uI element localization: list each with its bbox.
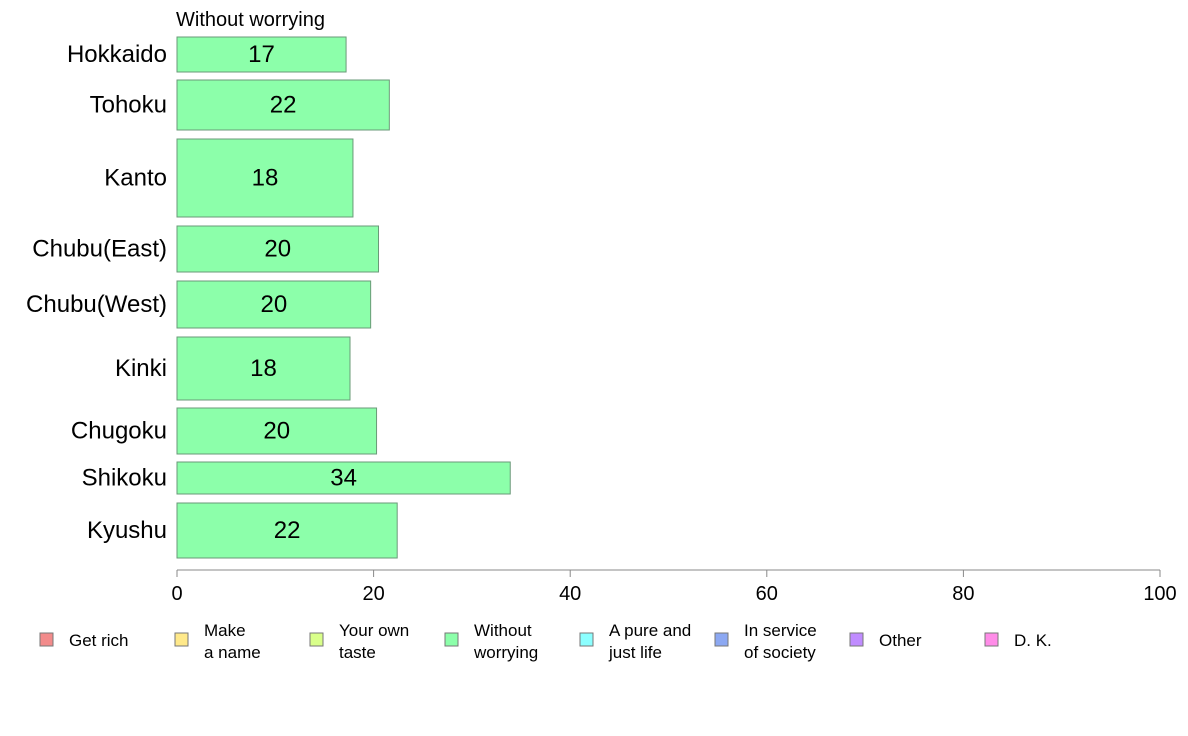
category-label-tohoku: Tohoku — [90, 92, 167, 119]
legend-label-make-a-name: Make a name — [204, 621, 261, 662]
data-label-chugoku: 20 — [263, 418, 290, 445]
legend-swatch-get-rich — [39, 632, 54, 647]
data-label-kyushu: 22 — [274, 517, 301, 544]
legend-swatch-make-a-name — [174, 632, 189, 647]
legend-label-line: just life — [608, 643, 662, 662]
x-axis: 0 20 40 60 80 100 — [171, 569, 1177, 605]
legend-label-d-k: D. K. — [1014, 631, 1052, 650]
x-tick-label-0: 0 — [171, 583, 182, 605]
legend: Get rich Make a name Your own taste Without wo… — [39, 621, 1052, 662]
legend-label-line: of society — [744, 643, 816, 662]
bar-hokkaido — [176, 36, 347, 73]
x-tick-label-60: 60 — [756, 583, 778, 605]
bar-tohoku — [176, 79, 390, 131]
legend-label-line: taste — [339, 643, 376, 662]
x-tick-label-80: 80 — [952, 583, 974, 605]
legend-label-other: Other — [879, 631, 922, 650]
category-label-chubu-east: Chubu(East) — [32, 236, 167, 263]
legend-label-line: worrying — [473, 643, 538, 662]
legend-swatch-your-own-taste — [309, 632, 324, 647]
legend-label-line: Without — [474, 621, 532, 640]
category-label-kyushu: Kyushu — [87, 517, 167, 544]
legend-swatch-in-service-of-society — [714, 632, 729, 647]
data-label-kinki: 18 — [250, 355, 277, 382]
legend-swatch-d-k — [984, 632, 999, 647]
bar-shikoku — [176, 461, 511, 495]
x-tick-label-100: 100 — [1143, 583, 1176, 605]
category-label-kinki: Kinki — [115, 355, 167, 382]
data-label-tohoku: 22 — [270, 92, 297, 119]
bar-kinki — [176, 336, 351, 401]
legend-label-without-worrying: Without worrying — [473, 621, 538, 662]
bars-group: Hokkaido 17 Tohoku 22 Kanto 18 Chubu(East) 20 Ch… — [26, 36, 511, 559]
legend-label-in-service-of-society: In service of society — [744, 621, 817, 662]
legend-swatch-a-pure-and-just-life — [579, 632, 594, 647]
bar-chugoku — [176, 407, 378, 455]
category-label-hokkaido: Hokkaido — [67, 41, 167, 68]
category-label-chubu-west: Chubu(West) — [26, 291, 167, 318]
chart-title: Without worrying — [176, 9, 325, 31]
legend-label-line: Your own — [339, 621, 409, 640]
legend-label-your-own-taste: Your own taste — [339, 621, 409, 662]
data-label-kanto: 18 — [252, 165, 279, 192]
data-label-chubu-east: 20 — [264, 236, 291, 263]
legend-label-a-pure-and-just-life: A pure and just life — [608, 621, 691, 662]
x-tick-label-20: 20 — [362, 583, 384, 605]
category-label-chugoku: Chugoku — [71, 418, 167, 445]
data-label-shikoku: 34 — [330, 465, 357, 492]
category-label-shikoku: Shikoku — [82, 465, 167, 492]
legend-label-line: Make — [204, 621, 246, 640]
bar-chubu-west — [176, 280, 372, 329]
data-label-chubu-west: 20 — [260, 291, 287, 318]
x-tick-label-40: 40 — [559, 583, 581, 605]
legend-label-line: a name — [204, 643, 261, 662]
legend-swatch-other — [849, 632, 864, 647]
bar-chubu-east — [176, 225, 380, 273]
legend-label-line: A pure and — [609, 621, 691, 640]
data-label-hokkaido: 17 — [248, 41, 275, 68]
bar-kanto — [176, 138, 354, 218]
bar-kyushu — [176, 502, 398, 559]
legend-swatch-without-worrying — [444, 632, 459, 647]
legend-label-line: In service — [744, 621, 817, 640]
category-label-kanto: Kanto — [104, 165, 167, 192]
legend-label-get-rich: Get rich — [69, 631, 129, 650]
